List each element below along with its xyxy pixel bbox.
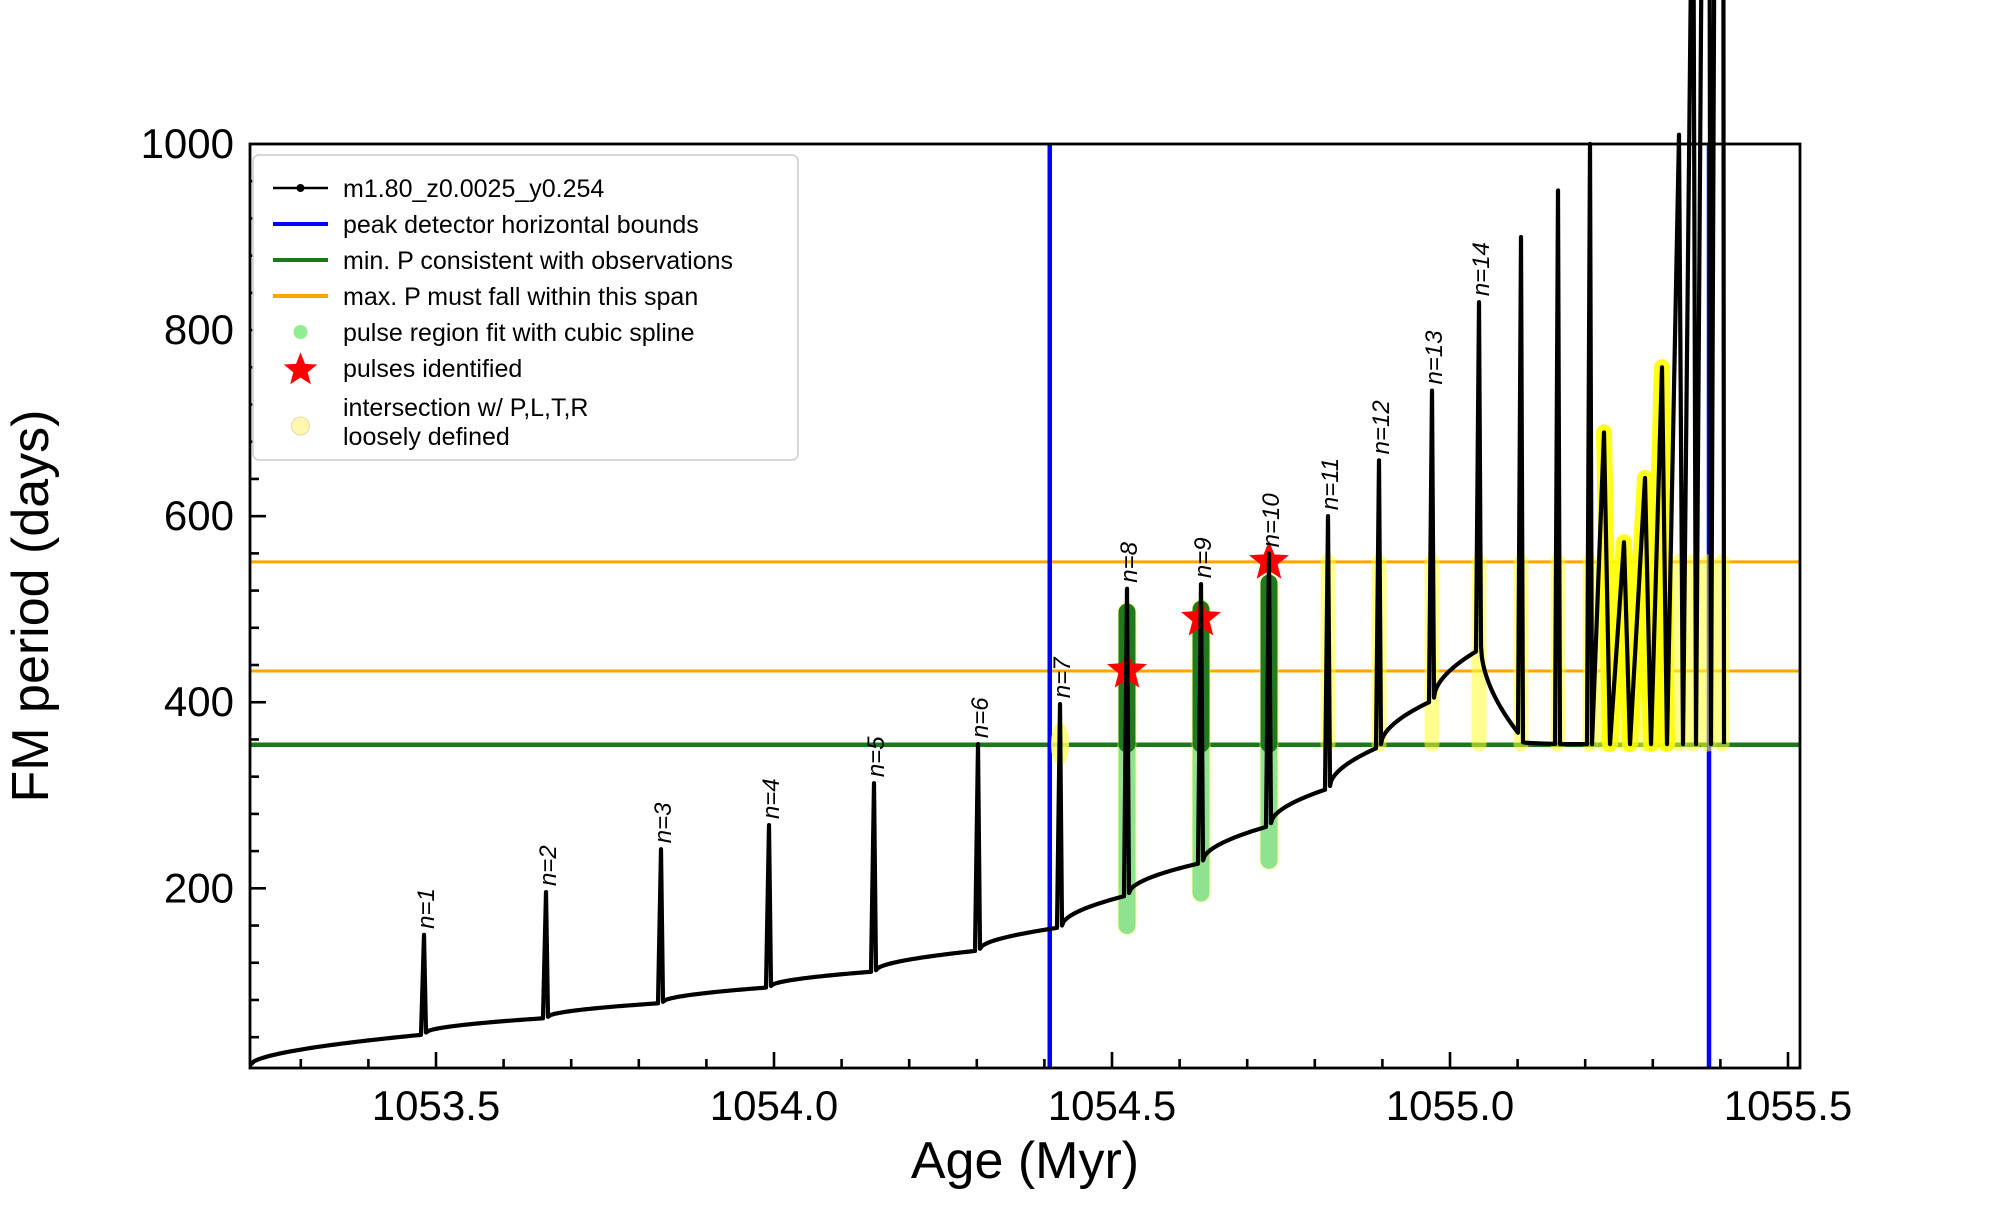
svg-text:m1.80_z0.0025_y0.254: m1.80_z0.0025_y0.254 — [343, 175, 604, 203]
svg-text:min. P consistent with observa: min. P consistent with observations — [343, 247, 733, 275]
svg-text:1054.0: 1054.0 — [710, 1082, 838, 1129]
svg-text:600: 600 — [164, 492, 234, 539]
svg-text:n=8: n=8 — [1116, 541, 1143, 582]
svg-text:n=4: n=4 — [758, 778, 785, 819]
svg-text:n=6: n=6 — [967, 697, 994, 738]
svg-text:1053.5: 1053.5 — [372, 1082, 500, 1129]
svg-text:400: 400 — [164, 678, 234, 725]
svg-text:n=2: n=2 — [535, 845, 562, 886]
svg-text:1055.5: 1055.5 — [1724, 1082, 1852, 1129]
svg-text:n=12: n=12 — [1368, 400, 1395, 454]
svg-text:n=1: n=1 — [413, 888, 440, 929]
svg-text:peak detector horizontal bound: peak detector horizontal bounds — [343, 211, 699, 239]
svg-text:pulse region fit with cubic sp: pulse region fit with cubic spline — [343, 319, 695, 347]
svg-text:n=5: n=5 — [863, 736, 890, 777]
svg-text:200: 200 — [164, 864, 234, 911]
svg-text:intersection w/ P,L,T,R: intersection w/ P,L,T,R — [343, 394, 588, 422]
svg-text:n=10: n=10 — [1258, 493, 1285, 548]
svg-text:1055.0: 1055.0 — [1386, 1082, 1514, 1129]
svg-text:n=11: n=11 — [1317, 458, 1344, 510]
svg-text:Age (Myr): Age (Myr) — [911, 1132, 1139, 1190]
svg-text:n=7: n=7 — [1049, 656, 1076, 698]
svg-text:n=9: n=9 — [1190, 537, 1217, 578]
svg-text:loosely defined: loosely defined — [343, 423, 510, 451]
svg-text:1054.5: 1054.5 — [1048, 1082, 1176, 1129]
svg-text:n=14: n=14 — [1468, 242, 1495, 296]
svg-text:max. P must fall within this s: max. P must fall within this span — [343, 283, 698, 311]
svg-text:n=3: n=3 — [650, 802, 677, 843]
svg-text:1000: 1000 — [141, 120, 234, 167]
svg-text:pulses identified: pulses identified — [343, 355, 522, 383]
svg-text:800: 800 — [164, 306, 234, 353]
svg-text:n=13: n=13 — [1421, 330, 1448, 385]
svg-text:FM period (days): FM period (days) — [2, 410, 60, 803]
